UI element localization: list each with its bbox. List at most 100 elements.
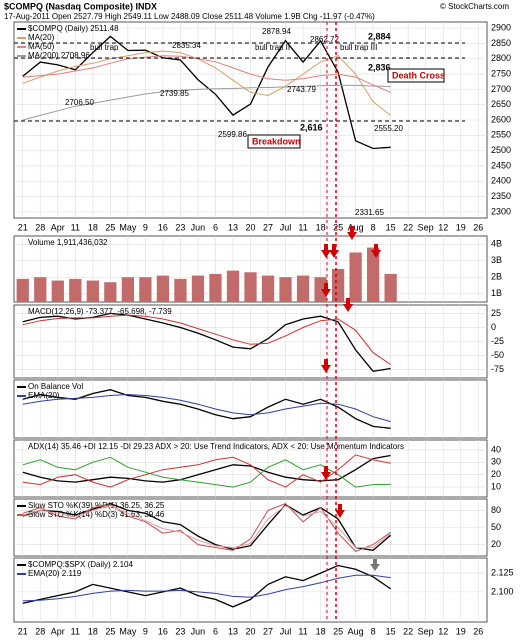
legend-label: Slow STO %K(39) %D(1) 36.25, 36.25 bbox=[28, 501, 165, 510]
legend-label: On Balance Vol bbox=[28, 382, 83, 391]
bar bbox=[314, 277, 327, 302]
x-tick-label: 12 bbox=[438, 626, 448, 636]
bar bbox=[384, 273, 397, 302]
bar bbox=[209, 273, 222, 302]
y-tick-label: 2500 bbox=[491, 145, 511, 155]
annotation: 2743.79 bbox=[287, 85, 316, 94]
series-line bbox=[22, 55, 391, 93]
bar bbox=[279, 277, 292, 302]
bar bbox=[349, 252, 362, 302]
x-tick-label: Sep bbox=[418, 222, 434, 232]
arrow bbox=[321, 359, 331, 373]
y-tick-label: 2350 bbox=[491, 191, 511, 201]
y-tick-label: 0 bbox=[491, 322, 496, 332]
legend-label: EMA(20) 2.119 bbox=[28, 569, 82, 578]
y-tick-label: 2850 bbox=[491, 38, 511, 48]
x-tick-label: 20 bbox=[245, 222, 255, 232]
x-tick-label: 26 bbox=[473, 222, 483, 232]
bar bbox=[139, 277, 152, 302]
annotation: bull trap II bbox=[255, 43, 290, 52]
y-tick-label: 80 bbox=[491, 505, 501, 515]
series-line bbox=[22, 454, 391, 488]
x-tick-label: 6 bbox=[213, 626, 218, 636]
x-tick-label: May bbox=[119, 222, 137, 232]
y-tick-label: 2450 bbox=[491, 160, 511, 170]
x-tick-label: 8 bbox=[371, 626, 376, 636]
annotation: 2706.50 bbox=[65, 98, 94, 107]
x-tick-label: 22 bbox=[403, 222, 413, 232]
annotation: bull trap bbox=[90, 43, 119, 52]
series-line bbox=[22, 314, 391, 365]
y-tick-label: 2300 bbox=[491, 206, 511, 216]
x-tick-label: 18 bbox=[88, 626, 98, 636]
arrow bbox=[335, 504, 345, 518]
x-tick-label: 22 bbox=[403, 626, 413, 636]
x-tick-label: 8 bbox=[371, 222, 376, 232]
callout-box bbox=[387, 68, 445, 83]
y-tick-label: 2.125 bbox=[491, 567, 514, 577]
legend-label: MA(20) bbox=[28, 33, 55, 42]
bar bbox=[51, 280, 64, 302]
annotation: 2555.20 bbox=[374, 124, 403, 133]
x-tick-label: Jun bbox=[191, 222, 206, 232]
x-tick-label: 21 bbox=[18, 222, 28, 232]
chart-title: $COMPQ (Nasdaq Composite) INDX bbox=[4, 1, 157, 11]
legend-label: EMA(20) bbox=[28, 391, 60, 400]
bar bbox=[191, 275, 205, 302]
y-tick-label: 2550 bbox=[491, 130, 511, 140]
x-tick-label: 18 bbox=[316, 626, 326, 636]
y-tick-label: 2.100 bbox=[491, 586, 514, 596]
panel-title: Volume 1,911,436,032 bbox=[28, 238, 108, 247]
y-tick-label: 2400 bbox=[491, 176, 511, 186]
bar bbox=[16, 278, 29, 302]
legend-label: Slow STO %K(14) %D(3) 41.63, 39.46 bbox=[28, 510, 165, 519]
x-tick-label: 18 bbox=[316, 222, 326, 232]
y-tick-label: -50 bbox=[491, 350, 504, 360]
bar bbox=[121, 277, 135, 302]
x-tick-label: 25 bbox=[333, 222, 343, 232]
y-tick-label: 2700 bbox=[491, 84, 511, 94]
x-tick-label: 11 bbox=[71, 626, 80, 636]
annotation: 2835.34 bbox=[172, 41, 201, 50]
x-tick-label: Jul bbox=[280, 626, 292, 636]
x-tick-label: 23 bbox=[175, 222, 185, 232]
series-line bbox=[22, 454, 391, 483]
x-tick-label: 16 bbox=[158, 626, 168, 636]
x-tick-label: 27 bbox=[263, 626, 273, 636]
bar bbox=[34, 277, 47, 302]
x-tick-label: 13 bbox=[228, 626, 238, 636]
x-tick-label: 19 bbox=[456, 626, 466, 636]
x-tick-label: 15 bbox=[386, 222, 396, 232]
bar bbox=[261, 275, 275, 302]
annotation: 2862.72 bbox=[310, 35, 339, 44]
bar bbox=[366, 247, 380, 302]
y-tick-label: 4B bbox=[491, 239, 502, 249]
series-line bbox=[22, 35, 391, 150]
legend-label: MA(200) 2708.96 bbox=[28, 51, 90, 60]
annotation: 2599.86 bbox=[218, 130, 247, 139]
bar bbox=[174, 278, 187, 302]
x-tick-label: 12 bbox=[438, 222, 448, 232]
series-line bbox=[22, 502, 392, 551]
x-tick-label: 6 bbox=[213, 222, 218, 232]
series-line bbox=[22, 50, 391, 116]
x-tick-label: 19 bbox=[456, 222, 466, 232]
x-tick-label: May bbox=[119, 626, 137, 636]
arrow bbox=[321, 283, 331, 297]
y-tick-label: 1B bbox=[491, 288, 502, 298]
x-tick-label: 28 bbox=[35, 626, 45, 636]
annotation: bull trap III bbox=[340, 43, 377, 52]
x-tick-label: 25 bbox=[333, 626, 343, 636]
y-tick-label: 2900 bbox=[491, 23, 511, 33]
annotation: 2878.94 bbox=[262, 27, 291, 36]
x-tick-label: 13 bbox=[228, 222, 238, 232]
annotation: 2331.65 bbox=[355, 208, 384, 217]
x-tick-label: 11 bbox=[71, 222, 80, 232]
y-tick-label: 2800 bbox=[491, 53, 511, 63]
x-tick-label: 23 bbox=[175, 626, 185, 636]
bar bbox=[244, 272, 257, 302]
x-tick-label: Aug bbox=[348, 222, 364, 232]
bar bbox=[331, 269, 345, 302]
legend-label: $COMPQ (Daily) 2511.48 bbox=[28, 24, 119, 33]
